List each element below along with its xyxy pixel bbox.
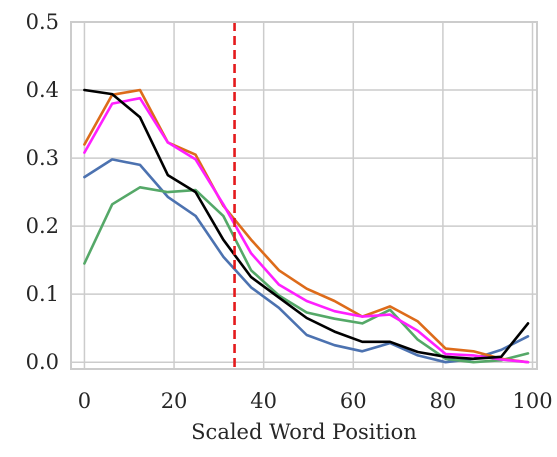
y-tick-label: 0.1 (26, 282, 59, 306)
series-line-4 (83, 96, 530, 364)
series-line-5 (83, 88, 530, 361)
series-line-3 (83, 88, 530, 364)
x-tick-label: 40 (250, 389, 277, 413)
x-tick-label: 20 (161, 389, 188, 413)
y-tick-label: 0.3 (26, 146, 59, 170)
series-lines (83, 88, 530, 364)
x-tick-label: 100 (512, 389, 552, 413)
x-axis-label: Scaled Word Position (191, 420, 417, 444)
plot-frame (70, 21, 538, 370)
y-tick-label: 0.2 (26, 214, 59, 238)
y-tick-label: 0.4 (26, 78, 59, 102)
y-tick-label: 0.5 (26, 10, 59, 34)
x-tick-label: 80 (430, 389, 457, 413)
y-tick-label: 0.0 (26, 350, 59, 374)
series-line-2 (83, 186, 530, 364)
x-tick-label: 60 (340, 389, 367, 413)
x-tick-label: 0 (78, 389, 91, 413)
tick-labels: 0 20 40 60 80 100 0.0 0.1 0.2 0.3 0.4 0.5 (26, 10, 553, 413)
